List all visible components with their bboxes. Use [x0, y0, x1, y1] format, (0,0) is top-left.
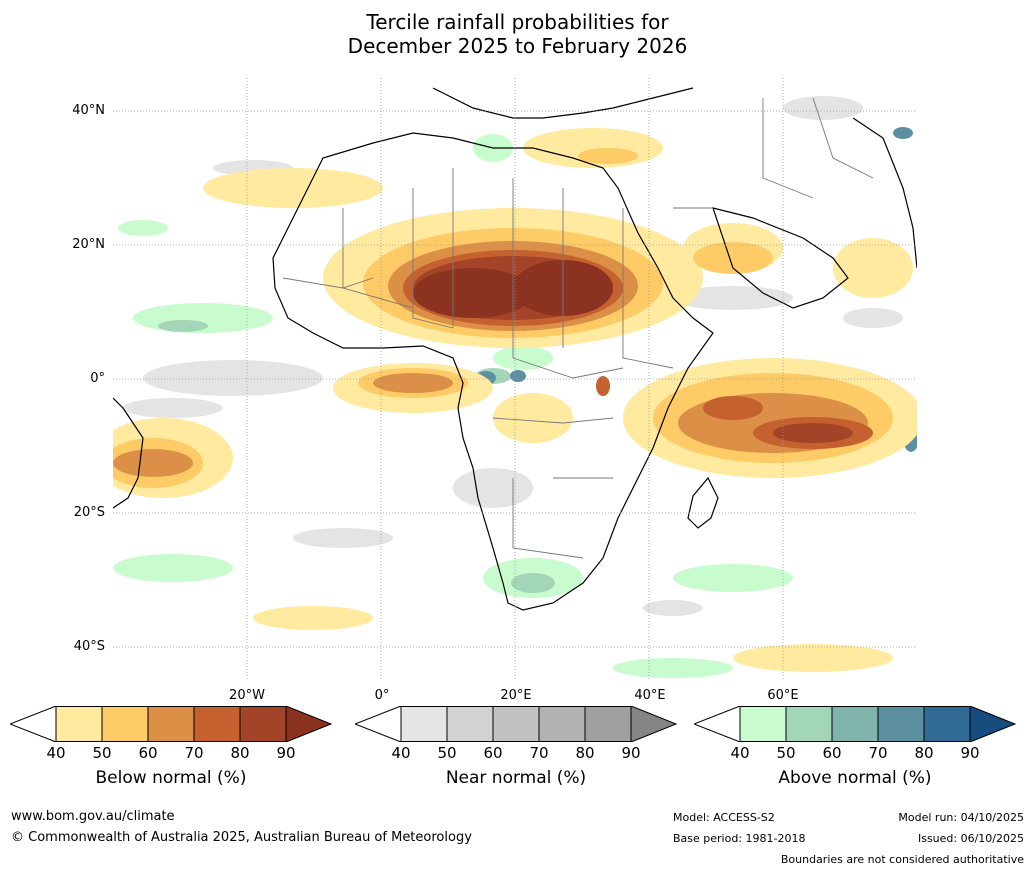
chart-title: Tercile rainfall probabilities for Decem… — [0, 10, 1035, 58]
base-period-text: Base period: 1981-2018 — [673, 832, 806, 845]
issued-text: Issued: 06/10/2025 — [917, 832, 1024, 845]
near-tick-60: 60 — [483, 744, 503, 762]
rainfall-map — [113, 78, 917, 680]
website-link[interactable]: www.bom.gov.au/climate — [11, 809, 175, 824]
below-tick-80: 80 — [230, 744, 250, 762]
above-tick-70: 70 — [868, 744, 888, 762]
above-tick-80: 80 — [914, 744, 934, 762]
below-normal-title: Below normal (%) — [95, 768, 247, 788]
above-tick-90: 90 — [960, 744, 980, 762]
lon-label-60e: 60°E — [767, 688, 799, 703]
coastlines — [113, 87, 917, 611]
above-normal-title: Above normal (%) — [778, 768, 932, 788]
near-normal-patches — [123, 96, 903, 616]
near-tick-40: 40 — [391, 744, 411, 762]
below-tick-50: 50 — [92, 744, 112, 762]
model-run-text: Model run: 04/10/2025 — [898, 811, 1024, 824]
near-normal-title: Near normal (%) — [445, 768, 587, 788]
above-tick-60: 60 — [822, 744, 842, 762]
lon-label-20w: 20°W — [229, 688, 265, 703]
below-tick-90: 90 — [276, 744, 296, 762]
disclaimer-text: Boundaries are not considered authoritat… — [780, 853, 1024, 866]
copyright-text: © Commonwealth of Australia 2025, Austra… — [11, 830, 472, 845]
above-tick-50: 50 — [776, 744, 796, 762]
lon-label-20e: 20°E — [500, 688, 532, 703]
near-tick-90: 90 — [621, 744, 641, 762]
lon-label-0: 0° — [374, 688, 390, 703]
below-tick-40: 40 — [46, 744, 66, 762]
above-normal-colorbar-graphic — [694, 706, 1016, 742]
above-normal-colorbar — [694, 706, 1016, 742]
lat-label-20n: 20°N — [72, 237, 105, 252]
map-canvas — [113, 78, 917, 680]
below-tick-70: 70 — [184, 744, 204, 762]
lon-label-40e: 40°E — [634, 688, 666, 703]
graticule — [113, 78, 917, 680]
lat-label-equator: 0° — [90, 371, 105, 386]
country-borders — [282, 97, 874, 559]
lat-label-40s: 40°S — [73, 639, 105, 654]
near-normal-colorbar — [355, 706, 677, 742]
title-line-2: December 2025 to February 2026 — [347, 34, 688, 58]
below-normal-colorbar-graphic — [10, 706, 332, 742]
model-text: Model: ACCESS-S2 — [673, 811, 775, 824]
near-tick-80: 80 — [575, 744, 595, 762]
below-normal-colorbar — [10, 706, 332, 742]
below-normal-90-patches — [413, 260, 613, 318]
near-tick-70: 70 — [529, 744, 549, 762]
lat-label-20s: 20°S — [73, 505, 105, 520]
above-tick-40: 40 — [730, 744, 750, 762]
near-tick-50: 50 — [437, 744, 457, 762]
below-tick-60: 60 — [138, 744, 158, 762]
near-normal-colorbar-graphic — [355, 706, 677, 742]
title-line-1: Tercile rainfall probabilities for — [366, 10, 669, 34]
lat-label-40n: 40°N — [72, 103, 105, 118]
